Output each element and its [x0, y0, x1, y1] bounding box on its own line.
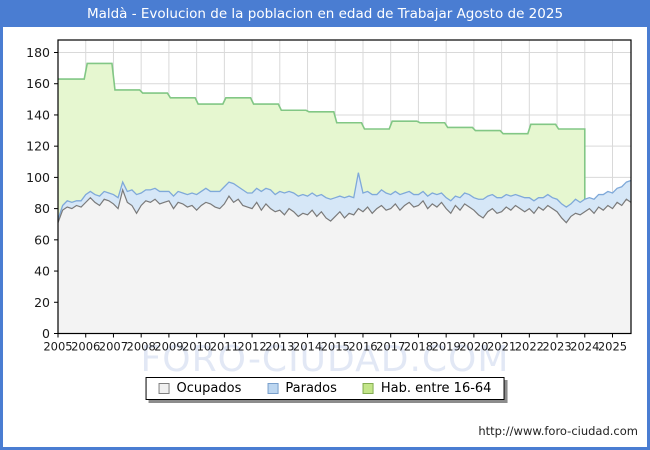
- chart-content: FORO-CIUDAD.COM 020406080100120140160180…: [3, 27, 647, 447]
- svg-text:60: 60: [34, 232, 50, 247]
- svg-text:20: 20: [34, 295, 50, 310]
- svg-text:2016: 2016: [348, 340, 377, 354]
- svg-text:2010: 2010: [182, 340, 211, 354]
- legend-item-ocupados: Ocupados: [159, 381, 242, 396]
- legend-label: Ocupados: [177, 381, 242, 396]
- svg-text:2011: 2011: [210, 340, 239, 354]
- svg-text:2024: 2024: [570, 340, 599, 354]
- svg-text:80: 80: [34, 201, 50, 216]
- svg-text:180: 180: [26, 45, 50, 60]
- legend-swatch-icon: [363, 383, 374, 394]
- legend-label: Parados: [285, 381, 337, 396]
- svg-text:2009: 2009: [154, 340, 183, 354]
- svg-text:160: 160: [26, 76, 50, 91]
- chart-window: Maldà - Evolucion de la poblacion en eda…: [0, 0, 650, 450]
- svg-text:2007: 2007: [99, 340, 128, 354]
- svg-text:2017: 2017: [376, 340, 405, 354]
- svg-text:2022: 2022: [515, 340, 544, 354]
- svg-text:140: 140: [26, 107, 50, 122]
- svg-text:2020: 2020: [459, 340, 488, 354]
- svg-text:2008: 2008: [127, 340, 156, 354]
- title-bar: Maldà - Evolucion de la poblacion en eda…: [3, 3, 647, 27]
- legend-item-hab-entre-16-64: Hab. entre 16-64: [363, 381, 492, 396]
- svg-text:2023: 2023: [542, 340, 571, 354]
- svg-text:2013: 2013: [265, 340, 294, 354]
- legend-item-parados: Parados: [267, 381, 337, 396]
- svg-text:2025: 2025: [598, 340, 627, 354]
- svg-text:2006: 2006: [71, 340, 100, 354]
- page-title: Maldà - Evolucion de la poblacion en eda…: [87, 6, 563, 22]
- legend-box: Ocupados Parados Hab. entre 16-64: [146, 377, 505, 400]
- svg-text:2021: 2021: [487, 340, 516, 354]
- svg-text:2015: 2015: [321, 340, 350, 354]
- svg-text:2014: 2014: [293, 340, 322, 354]
- svg-text:2005: 2005: [43, 340, 72, 354]
- legend-swatch-icon: [159, 383, 170, 394]
- legend-label: Hab. entre 16-64: [381, 381, 492, 396]
- svg-text:100: 100: [26, 170, 50, 185]
- svg-text:2019: 2019: [432, 340, 461, 354]
- svg-text:2012: 2012: [237, 340, 266, 354]
- legend-swatch-icon: [267, 383, 278, 394]
- source-url: http://www.foro-ciudad.com: [478, 424, 638, 438]
- svg-text:120: 120: [26, 139, 50, 154]
- svg-text:40: 40: [34, 264, 50, 279]
- svg-text:2018: 2018: [404, 340, 433, 354]
